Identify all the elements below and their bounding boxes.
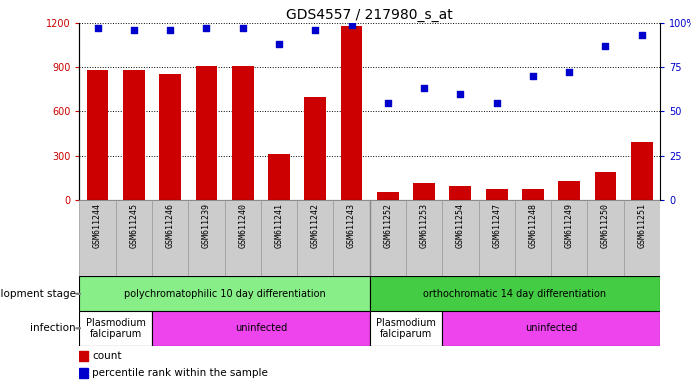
Bar: [268, 154, 290, 200]
Bar: [478, 200, 515, 276]
Text: GSM611245: GSM611245: [129, 203, 138, 248]
Bar: [159, 74, 181, 200]
Text: polychromatophilic 10 day differentiation: polychromatophilic 10 day differentiatio…: [124, 289, 325, 299]
Text: GSM611241: GSM611241: [274, 203, 283, 248]
Point: [274, 41, 285, 47]
Point: [419, 85, 430, 91]
Bar: [261, 200, 297, 276]
Bar: [623, 200, 660, 276]
Text: GSM611246: GSM611246: [166, 203, 175, 248]
Bar: [486, 189, 507, 200]
Bar: [79, 311, 152, 346]
Bar: [558, 180, 580, 200]
Text: GSM611239: GSM611239: [202, 203, 211, 248]
Point: [636, 32, 647, 38]
Bar: [515, 200, 551, 276]
Point: [164, 27, 176, 33]
Point: [382, 99, 393, 106]
Bar: [406, 200, 442, 276]
Text: GSM611249: GSM611249: [565, 203, 574, 248]
Bar: [152, 200, 188, 276]
Bar: [86, 70, 108, 200]
Bar: [333, 200, 370, 276]
Point: [346, 22, 357, 28]
Bar: [188, 200, 225, 276]
Text: uninfected: uninfected: [525, 323, 577, 333]
Point: [600, 43, 611, 49]
Bar: [304, 97, 326, 200]
Bar: [152, 311, 370, 346]
Bar: [123, 70, 144, 200]
Text: GSM611242: GSM611242: [311, 203, 320, 248]
Text: count: count: [92, 351, 122, 361]
Bar: [449, 187, 471, 200]
Point: [310, 27, 321, 33]
Bar: [594, 172, 616, 200]
Text: GSM611253: GSM611253: [419, 203, 428, 248]
Text: GSM611247: GSM611247: [492, 203, 501, 248]
Point: [527, 73, 538, 79]
Bar: [551, 200, 587, 276]
Bar: [79, 368, 88, 379]
Point: [201, 25, 212, 31]
Bar: [79, 351, 88, 361]
Title: GDS4557 / 217980_s_at: GDS4557 / 217980_s_at: [286, 8, 453, 22]
Text: orthochromatic 14 day differentiation: orthochromatic 14 day differentiation: [423, 289, 607, 299]
Bar: [341, 26, 362, 200]
Point: [129, 27, 140, 33]
Text: GSM611243: GSM611243: [347, 203, 356, 248]
Text: development stage: development stage: [0, 289, 76, 299]
Bar: [116, 200, 152, 276]
Bar: [377, 192, 399, 200]
Point: [455, 91, 466, 97]
Bar: [631, 142, 652, 200]
Bar: [225, 200, 261, 276]
Point: [237, 25, 248, 31]
Text: infection: infection: [30, 323, 76, 333]
Text: percentile rank within the sample: percentile rank within the sample: [92, 368, 268, 378]
Text: Plasmodium
falciparum: Plasmodium falciparum: [376, 318, 436, 339]
Text: GSM611250: GSM611250: [601, 203, 610, 248]
Text: GSM611248: GSM611248: [529, 203, 538, 248]
Point: [564, 70, 575, 76]
Text: GSM611251: GSM611251: [637, 203, 646, 248]
Bar: [442, 200, 478, 276]
Text: GSM611240: GSM611240: [238, 203, 247, 248]
Point: [491, 99, 502, 106]
Bar: [370, 200, 406, 276]
Bar: [413, 184, 435, 200]
Bar: [231, 66, 254, 200]
Bar: [522, 189, 544, 200]
Bar: [79, 200, 116, 276]
Point: [92, 25, 103, 31]
Bar: [370, 311, 442, 346]
Text: Plasmodium
falciparum: Plasmodium falciparum: [86, 318, 146, 339]
Bar: [442, 311, 660, 346]
Bar: [370, 276, 660, 311]
Bar: [79, 276, 370, 311]
Bar: [196, 66, 217, 200]
Text: uninfected: uninfected: [235, 323, 287, 333]
Text: GSM611244: GSM611244: [93, 203, 102, 248]
Text: GSM611252: GSM611252: [384, 203, 392, 248]
Bar: [587, 200, 623, 276]
Text: GSM611254: GSM611254: [456, 203, 465, 248]
Bar: [297, 200, 333, 276]
